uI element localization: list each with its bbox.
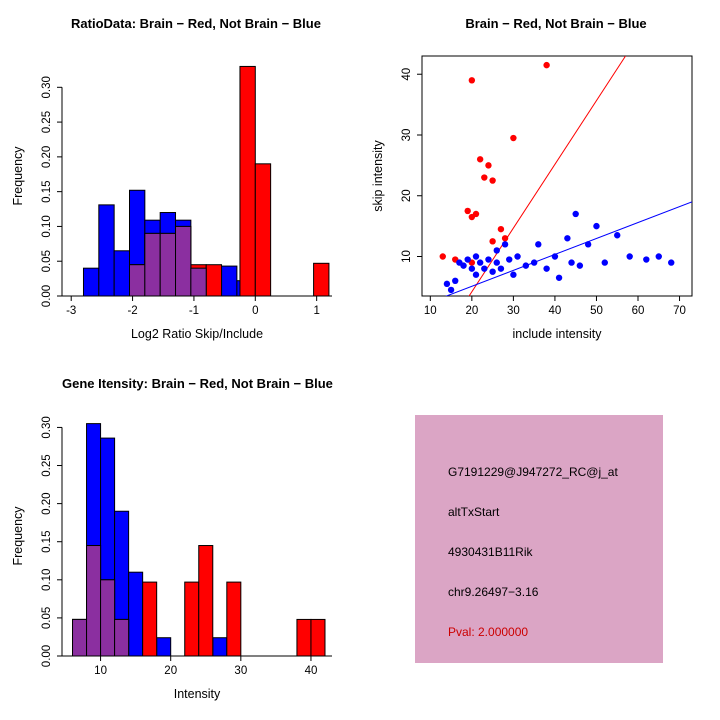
svg-text:40: 40 [401, 68, 413, 81]
svg-text:0.10: 0.10 [41, 215, 53, 237]
svg-text:40: 40 [549, 305, 562, 317]
intensity-scatter-panel: Brain − Red, Not Brain − Blue 10 20 30 40 50… [360, 0, 720, 360]
svg-text:-3: -3 [66, 305, 76, 317]
y-axis-label: Frequency [11, 146, 25, 206]
ratio-histogram-title: RatioData: Brain − Red, Not Brain − Blue [71, 16, 321, 31]
axis-ticks: -3 -2 -1 0 1 0.00 0.05 0.10 0.15 0.20 0.25 0.30 [41, 76, 320, 317]
svg-text:0.25: 0.25 [41, 454, 53, 476]
svg-text:10: 10 [424, 305, 437, 317]
svg-text:30: 30 [507, 305, 520, 317]
gene-intensity-histogram-plot: 10 20 30 40 0.00 0.05 0.10 0.15 0.20 0.25 0.30 Inte… [11, 416, 332, 701]
scatter-points-brain-red- [439, 61, 550, 266]
svg-text:0.25: 0.25 [41, 111, 53, 133]
svg-text:0.30: 0.30 [41, 76, 53, 98]
x-axis-label: include intensity [513, 327, 603, 341]
y-axis-label: skip intensity [371, 139, 385, 211]
svg-text:20: 20 [401, 189, 413, 202]
svg-text:0.05: 0.05 [41, 250, 53, 272]
not-brain-fit-line [445, 201, 692, 296]
svg-text:0.20: 0.20 [41, 146, 53, 168]
svg-text:0.30: 0.30 [41, 416, 53, 438]
svg-text:20: 20 [164, 665, 177, 677]
locus-text: chr9.26497−3.16 [448, 585, 539, 599]
gene-info-panel: G7191229@J947272_RC@j_at altTxStart 4930… [360, 360, 720, 720]
probe-id-text: G7191229@J947272_RC@j_at [448, 465, 618, 479]
x-axis-label: Log2 Ratio Skip/Include [131, 327, 263, 341]
svg-text:20: 20 [465, 305, 478, 317]
scatter-points-not-brain-blue- [443, 210, 675, 294]
intensity-scatter-title: Brain − Red, Not Brain − Blue [465, 16, 647, 31]
gene-info-box: G7191229@J947272_RC@j_at altTxStart 4930… [415, 415, 663, 663]
svg-text:0.05: 0.05 [41, 607, 53, 629]
svg-text:50: 50 [590, 305, 603, 317]
gene-intensity-histogram-title: Gene Itensity: Brain − Red, Not Brain − … [62, 376, 333, 391]
svg-text:1: 1 [313, 305, 319, 317]
svg-text:0.15: 0.15 [41, 531, 53, 553]
svg-text:40: 40 [305, 665, 318, 677]
hist-bars-overlap-purple- [72, 545, 130, 657]
plot-box [421, 55, 693, 297]
svg-text:-1: -1 [189, 305, 199, 317]
svg-text:60: 60 [632, 305, 645, 317]
svg-text:30: 30 [401, 129, 413, 142]
event-type-text: altTxStart [448, 505, 500, 519]
x-axis-label: Intensity [174, 687, 221, 701]
svg-text:10: 10 [94, 665, 107, 677]
svg-text:0.10: 0.10 [41, 569, 53, 591]
svg-text:0: 0 [252, 305, 258, 317]
pval-text: Pval: 2.000000 [448, 625, 529, 639]
svg-text:30: 30 [234, 665, 247, 677]
svg-text:0.15: 0.15 [41, 180, 53, 202]
y-axis-label: Frequency [11, 506, 25, 566]
axis-ticks: 10 20 30 40 0.00 0.05 0.10 0.15 0.20 0.25 0.30 [41, 416, 317, 677]
gene-intensity-histogram-panel: Gene Itensity: Brain − Red, Not Brain − … [0, 360, 360, 720]
ratio-histogram-plot: -3 -2 -1 0 1 0.00 0.05 0.10 0.15 0.20 0.25 0.30 Log2… [11, 65, 332, 341]
axis-ticks: 10 20 30 40 50 60 70 10 20 30 40 [401, 68, 686, 317]
brain-fit-line [468, 56, 626, 296]
svg-text:70: 70 [673, 305, 686, 317]
svg-text:0.20: 0.20 [41, 492, 53, 514]
gene-name-text: 4930431B11Rik [448, 545, 533, 559]
ratio-histogram-panel: RatioData: Brain − Red, Not Brain − Blue… [0, 0, 360, 360]
svg-text:10: 10 [401, 250, 413, 263]
svg-text:0.00: 0.00 [41, 285, 53, 307]
hist-bars-overlap-purple- [129, 225, 207, 297]
svg-text:0.00: 0.00 [41, 645, 53, 667]
intensity-scatter-plot: 10 20 30 40 50 60 70 10 20 30 40 include intensity s… [371, 55, 693, 341]
svg-text:-2: -2 [127, 305, 137, 317]
